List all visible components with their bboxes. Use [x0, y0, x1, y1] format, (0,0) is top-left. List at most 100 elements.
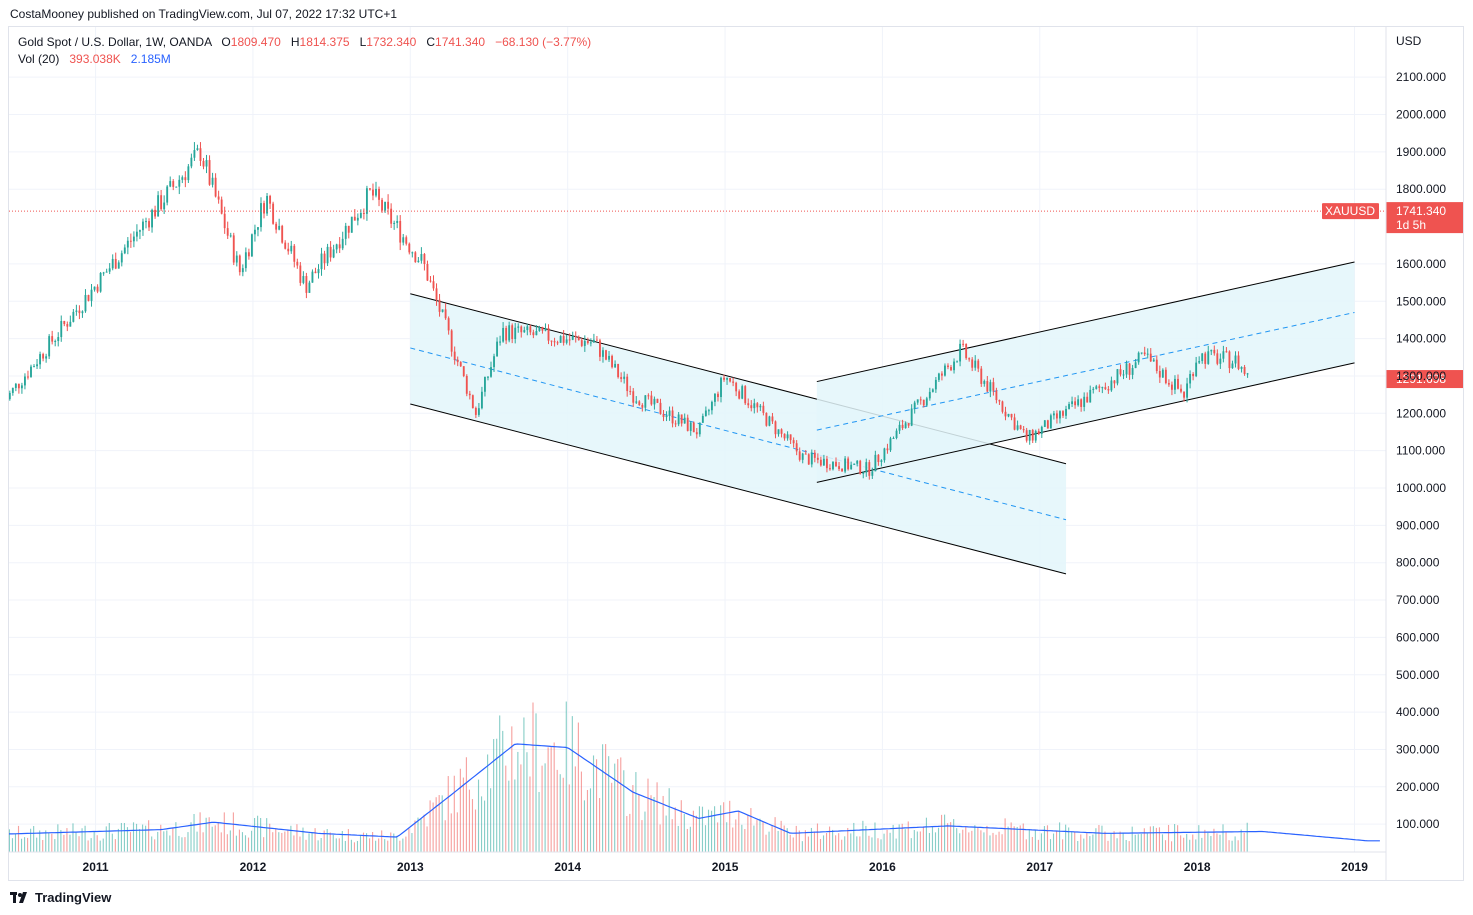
volume-bar: [744, 829, 746, 852]
candle-body: [989, 382, 992, 392]
volume-bar: [205, 817, 207, 852]
candle-body: [720, 377, 722, 398]
candle-body: [707, 410, 710, 412]
volume-bar: [620, 757, 622, 852]
volume-bar: [490, 788, 492, 852]
volume-bar: [759, 818, 761, 852]
candle-body: [1122, 374, 1125, 376]
volume-bar: [308, 833, 310, 852]
candle-body: [75, 310, 78, 312]
candle-body: [759, 405, 762, 408]
volume-bar: [145, 825, 147, 852]
candle-body: [166, 186, 169, 203]
candle-body: [160, 195, 163, 210]
candle-body: [580, 340, 583, 346]
candle-body: [965, 344, 968, 359]
candle-body: [786, 434, 789, 439]
candle-body: [205, 160, 208, 167]
candle-body: [701, 415, 704, 423]
volume-bar: [178, 835, 180, 852]
volume-bar: [129, 832, 132, 852]
candle-body: [459, 362, 462, 367]
candle-body: [341, 238, 344, 249]
volume-bar: [24, 837, 26, 852]
volume-bar: [462, 777, 464, 852]
candle-body: [102, 272, 105, 274]
volume-bar: [250, 830, 253, 852]
chart-frame[interactable]: XAUUSD 1741.340 1d 5h 1291.698 USD 2100.000 2…: [8, 26, 1464, 881]
candle-body: [232, 235, 235, 263]
candle-body: [350, 216, 353, 233]
candle-body: [396, 220, 399, 223]
candle-body: [266, 195, 268, 214]
volume-bar: [90, 838, 92, 852]
candle-body: [187, 166, 190, 181]
candle-body: [269, 195, 272, 204]
volume-bar: [69, 834, 71, 852]
volume-bar: [647, 778, 649, 852]
volume-bar: [187, 832, 189, 852]
volume-bar: [317, 840, 319, 852]
candle-body: [953, 361, 955, 371]
candle-body: [90, 289, 93, 301]
brand-name[interactable]: TradingView: [35, 890, 112, 905]
candle-body: [1062, 411, 1064, 416]
volume-bar: [1119, 831, 1121, 852]
volume-bar: [1013, 826, 1015, 852]
candle-body: [586, 340, 589, 344]
candle-body: [1016, 425, 1019, 430]
volume-ma: [9, 743, 1380, 842]
volume-bar: [154, 839, 156, 852]
candle-body: [1043, 420, 1046, 427]
candle-body: [263, 203, 265, 214]
volume-bar: [847, 827, 849, 852]
volume-bar: [953, 819, 955, 852]
volume-bar: [311, 832, 313, 852]
price-tick-label: 1500.000: [1396, 294, 1446, 308]
volume-bar: [632, 785, 634, 852]
volume-bar: [381, 830, 383, 852]
candle-body: [1146, 353, 1149, 355]
candle-body: [1183, 391, 1185, 398]
year-tick-label: 2011: [83, 860, 109, 874]
candle-body: [732, 381, 735, 383]
candle-body: [69, 321, 72, 327]
price-tick-label: 200.000: [1396, 780, 1440, 794]
volume-bar: [977, 827, 979, 852]
symbol-name[interactable]: Gold Spot / U.S. Dollar, 1W, OANDA: [18, 35, 212, 49]
candle-body: [1164, 369, 1167, 384]
cursor-price-badge: [1386, 370, 1463, 389]
candle-body: [359, 212, 362, 218]
volume-bar: [1095, 828, 1097, 852]
candle-body: [393, 222, 396, 224]
volume-bar: [841, 839, 843, 852]
candle-body: [977, 360, 980, 369]
candle-body: [114, 258, 117, 269]
volume-label[interactable]: Vol (20): [18, 52, 60, 66]
candle-body: [934, 379, 937, 390]
volume-bar: [305, 839, 307, 852]
volume-bar: [1089, 836, 1091, 852]
volume-bar: [281, 832, 283, 852]
volume-bar: [396, 835, 398, 852]
volume-bar: [356, 840, 359, 852]
candle-body: [117, 262, 120, 269]
candle-body: [108, 268, 111, 272]
volume-bar: [526, 752, 528, 852]
volume-bar: [813, 831, 816, 852]
candle-body: [163, 202, 166, 210]
candle-body: [520, 326, 523, 333]
candle-body: [496, 341, 498, 357]
volume-bar: [1034, 829, 1036, 852]
volume-bar: [347, 829, 349, 852]
volume-bar: [871, 837, 873, 852]
volume-bar: [477, 779, 480, 852]
candle-body: [444, 309, 447, 319]
candle-body: [408, 243, 411, 253]
volume-bar: [214, 825, 216, 852]
candle-body: [332, 249, 335, 258]
candle-body: [1143, 352, 1146, 355]
candle-body: [1213, 349, 1216, 354]
